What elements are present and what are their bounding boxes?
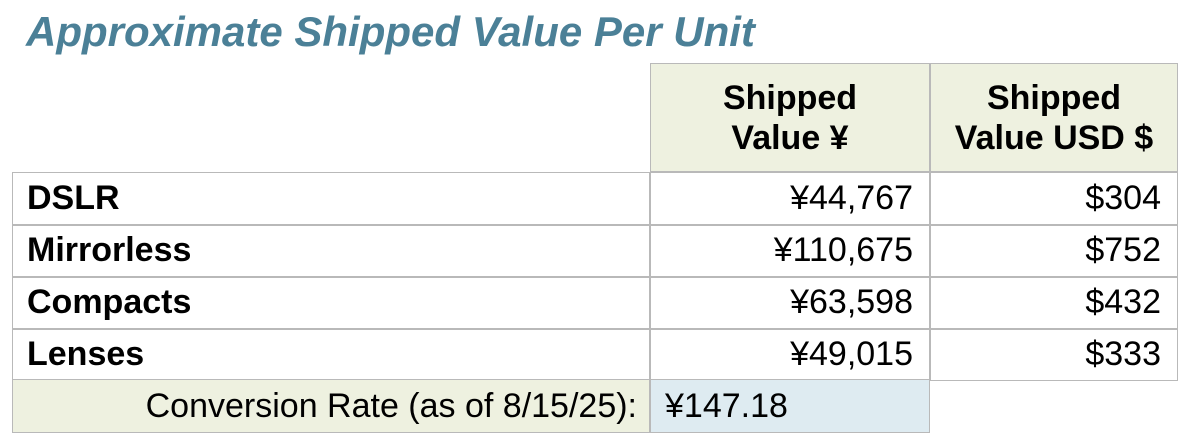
cell-value: ¥63,598 xyxy=(650,276,930,330)
column-header: Shipped Value USD $ xyxy=(930,63,1178,172)
row-label: Mirrorless xyxy=(12,224,650,278)
cell-value: $333 xyxy=(930,328,1178,381)
cell-value: $752 xyxy=(930,224,1178,278)
row-label: DSLR xyxy=(12,172,650,226)
row-label: Lenses xyxy=(12,328,650,381)
cell-value: ¥49,015 xyxy=(650,328,930,381)
title: Approximate Shipped Value Per Unit xyxy=(26,8,755,55)
cell-value: $432 xyxy=(930,276,1178,330)
cell-value: ¥44,767 xyxy=(650,172,930,226)
footer-label: Conversion Rate (as of 8/15/25): xyxy=(12,379,650,433)
footer-value: ¥147.18 xyxy=(650,379,930,433)
cell-value: ¥110,675 xyxy=(650,224,930,278)
row-label: Compacts xyxy=(12,276,650,330)
cell-value: $304 xyxy=(930,172,1178,226)
column-header: Shipped Value ¥ xyxy=(650,63,930,172)
